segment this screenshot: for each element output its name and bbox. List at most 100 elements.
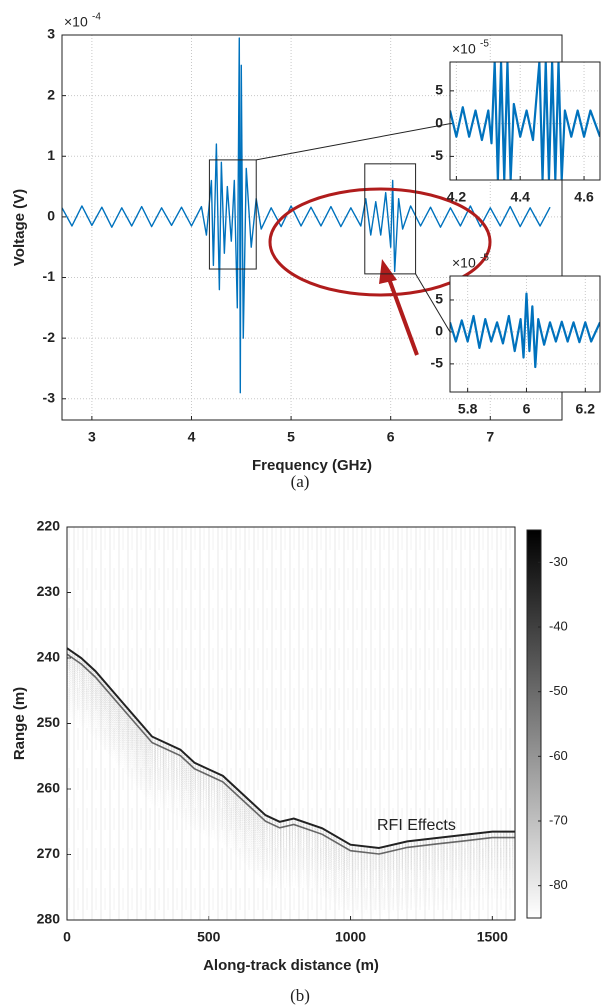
y-tick-label: -2 bbox=[43, 329, 56, 345]
y-tick-label: 260 bbox=[37, 780, 61, 796]
y-tick-label: 0 bbox=[47, 208, 55, 224]
y-tick-label: 240 bbox=[37, 649, 61, 665]
rfi-ellipse bbox=[268, 187, 492, 297]
surface-echo bbox=[67, 653, 515, 855]
y-axis-label: Range (m) bbox=[11, 687, 28, 760]
subsurface-scatter bbox=[67, 664, 515, 867]
y-tick-label: 0 bbox=[435, 114, 443, 130]
colorbar-tick-label: -70 bbox=[549, 812, 568, 827]
x-tick-label: 4 bbox=[188, 429, 196, 445]
x-tick-label: 4.4 bbox=[510, 189, 530, 205]
subsurface-scatter bbox=[67, 675, 515, 878]
colorbar bbox=[526, 529, 542, 919]
y-tick-label: 220 bbox=[37, 518, 61, 534]
y-exponent: -5 bbox=[480, 39, 489, 50]
subsurface-scatter bbox=[67, 656, 515, 859]
signal-line bbox=[450, 62, 600, 180]
x-tick-label: 0 bbox=[63, 929, 71, 945]
colorbar-tick-label: -50 bbox=[549, 683, 568, 698]
y-tick-label: -3 bbox=[43, 389, 56, 405]
y-tick-label: -5 bbox=[431, 355, 444, 371]
plot-1: 4.2 4.4 4.6 -5 0 5 ×10 -5 bbox=[431, 39, 601, 205]
subsurface-scatter bbox=[67, 695, 515, 898]
signal-line bbox=[62, 37, 551, 394]
subsurface-scatter bbox=[67, 686, 515, 889]
x-tick-label: 6 bbox=[523, 401, 531, 417]
zoom-box bbox=[208, 159, 257, 270]
x-tick-label: 1000 bbox=[335, 929, 366, 945]
subsurface-scatter bbox=[67, 669, 515, 872]
y-tick-label: 270 bbox=[37, 845, 61, 861]
subsurface-scatter bbox=[67, 660, 515, 863]
y-axis-label: Voltage (V) bbox=[11, 189, 28, 266]
subsurface-scatter bbox=[67, 662, 515, 865]
colorbar-tick-label: -60 bbox=[549, 748, 568, 763]
annotation: RFI Effects bbox=[377, 817, 456, 834]
y-exponent: -4 bbox=[92, 12, 101, 23]
plot-frame bbox=[66, 526, 516, 921]
x-tick-label: 5 bbox=[287, 429, 295, 445]
subsurface-scatter bbox=[67, 684, 515, 887]
x-tick-label: 6 bbox=[387, 429, 395, 445]
y-multiplier: ×10 bbox=[64, 14, 88, 30]
subsurface-scatter bbox=[67, 658, 515, 861]
plot-frame bbox=[449, 61, 601, 181]
x-axis-label: Along-track distance (m) bbox=[203, 957, 379, 974]
zoom-box bbox=[364, 163, 417, 275]
subsurface-scatter bbox=[67, 704, 515, 907]
x-tick-label: 1500 bbox=[477, 929, 508, 945]
plot-3: 0 500 1000 1500220230240250260270280Along-t… bbox=[11, 187, 568, 974]
y-exponent: -5 bbox=[480, 253, 489, 264]
zoom-connector bbox=[256, 123, 451, 161]
x-axis-label: Frequency (GHz) bbox=[252, 457, 372, 474]
y-tick-label: -5 bbox=[431, 147, 444, 163]
plot-2: 5.8 6 6.2 -5 0 5 ×10 -5 bbox=[431, 253, 601, 417]
x-tick-label: 500 bbox=[197, 929, 221, 945]
y-multiplier: ×10 bbox=[452, 255, 476, 271]
colorbar-tick-label: -30 bbox=[549, 554, 568, 569]
x-tick-label: 4.2 bbox=[447, 189, 467, 205]
subsurface-scatter bbox=[67, 702, 515, 905]
subsurface-scatter bbox=[67, 651, 515, 854]
subsurface-scatter bbox=[67, 700, 515, 903]
y-tick-label: -1 bbox=[43, 268, 56, 284]
subsurface-scatter bbox=[67, 671, 515, 874]
y-multiplier: ×10 bbox=[452, 41, 476, 57]
subsurface-scatter bbox=[67, 678, 515, 881]
subsurface-scatter bbox=[67, 649, 515, 852]
y-tick-label: 3 bbox=[47, 26, 55, 42]
x-tick-label: 4.6 bbox=[574, 189, 594, 205]
colorbar-tick-label: -80 bbox=[549, 877, 568, 892]
y-tick-label: 0 bbox=[435, 323, 443, 339]
subsurface-scatter bbox=[67, 680, 515, 883]
caption: (a) bbox=[291, 472, 310, 491]
x-tick-label: 3 bbox=[88, 429, 96, 445]
x-tick-label: 7 bbox=[486, 429, 494, 445]
subsurface-scatter bbox=[67, 673, 515, 876]
colorbar-tick-label: -40 bbox=[549, 618, 568, 633]
annotation-arrow bbox=[386, 275, 419, 356]
subsurface-scatter bbox=[67, 697, 515, 900]
y-tick-label: 250 bbox=[37, 714, 61, 730]
y-tick-label: 1 bbox=[47, 147, 55, 163]
charts: 3 4 5 6 7 -3 -2 -1 0 1 2 3 ×10 -4 Frequency (GHz) Volta… bbox=[11, 12, 601, 974]
y-tick-label: 280 bbox=[37, 911, 61, 927]
y-tick-label: 5 bbox=[435, 291, 443, 307]
y-tick-label: 2 bbox=[47, 86, 55, 102]
y-tick-label: 5 bbox=[435, 82, 443, 98]
plot-frame bbox=[449, 275, 601, 393]
x-tick-label: 6.2 bbox=[576, 401, 596, 417]
signal-line bbox=[450, 292, 600, 369]
x-tick-label: 5.8 bbox=[458, 401, 478, 417]
caption: (b) bbox=[290, 986, 310, 1005]
arrow-head bbox=[379, 259, 397, 284]
zoom-connector bbox=[415, 273, 451, 333]
subsurface-scatter bbox=[67, 689, 515, 892]
y-tick-label: 230 bbox=[37, 583, 61, 599]
subsurface-scatter bbox=[67, 667, 515, 870]
subsurface-scatter bbox=[67, 693, 515, 896]
subsurface-scatter bbox=[67, 682, 515, 885]
surface-line bbox=[67, 647, 515, 850]
